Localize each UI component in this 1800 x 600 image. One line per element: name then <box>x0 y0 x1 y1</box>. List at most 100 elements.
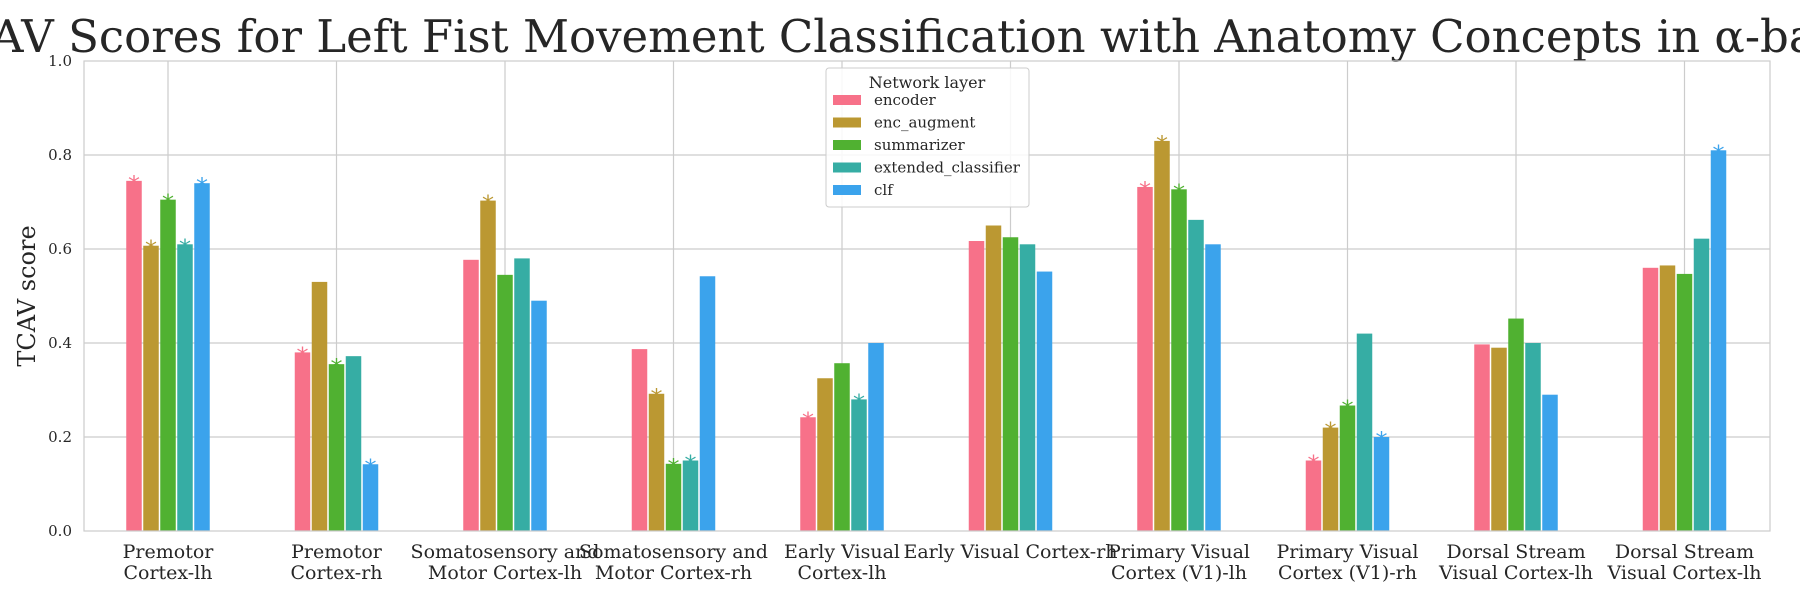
bar-clf <box>1205 244 1221 532</box>
x-tick-label: Premotor <box>291 541 383 563</box>
bar-encoder <box>631 349 648 531</box>
bar-encoder <box>800 417 816 531</box>
legend-title: Network layer <box>869 73 986 92</box>
significance-marker: * <box>853 389 865 417</box>
bar-extended_classifier <box>1356 333 1373 531</box>
x-tick-label: Motor Cortex-rh <box>595 562 752 584</box>
bar-clf <box>1542 394 1558 531</box>
legend-swatch-clf <box>833 185 861 195</box>
significance-marker: * <box>651 384 663 412</box>
significance-marker: * <box>1308 451 1320 479</box>
significance-markers: ****** ***** *********** <box>128 131 1725 482</box>
x-tick-label: Cortex (V1)-lh <box>1111 562 1247 584</box>
significance-marker: * <box>365 454 377 482</box>
bar-extended_classifier <box>1693 238 1710 531</box>
bar-extended_classifier <box>345 356 362 531</box>
y-tick-label: 0.6 <box>48 240 72 258</box>
bar-summarizer <box>1171 189 1187 531</box>
significance-marker: * <box>331 354 343 382</box>
legend-swatch-encoder <box>833 95 861 105</box>
plot-frame <box>83 60 1771 532</box>
bar-clf <box>1373 437 1390 531</box>
x-tick-label: Cortex-lh <box>797 562 886 584</box>
x-tick-label: Visual Cortex-lh <box>1607 562 1762 584</box>
legend-label-clf: clf <box>874 181 894 199</box>
x-tick-label: Dorsal Stream <box>1446 541 1585 563</box>
bar-enc_augment <box>1322 427 1339 531</box>
y-tick-label: 1.0 <box>48 52 72 70</box>
bar-summarizer <box>328 364 345 531</box>
bar-clf <box>531 300 547 531</box>
legend-swatch-summarizer <box>833 140 861 150</box>
bar-enc_augment <box>1154 140 1170 531</box>
bar-encoder <box>294 352 311 531</box>
x-tick-label: Somatosensory and <box>579 541 768 563</box>
bar-clf <box>1036 271 1053 531</box>
significance-marker: * <box>1173 179 1185 207</box>
significance-marker: * <box>668 454 680 482</box>
bar-enc_augment <box>480 200 496 531</box>
legend-swatch-enc_augment <box>833 117 861 128</box>
bar-summarizer <box>665 463 682 531</box>
bars <box>126 140 1727 532</box>
significance-marker: * <box>196 173 208 201</box>
x-axis-ticks: PremotorCortex-lhPremotorCortex-rhSomato… <box>123 541 1762 584</box>
bar-summarizer <box>834 363 850 531</box>
bar-extended_classifier <box>1019 244 1036 532</box>
bar-summarizer <box>160 199 176 531</box>
y-axis-ticks: 0.0 0.2 0.4 0.6 0.8 1.0 <box>48 52 72 540</box>
bar-summarizer <box>1339 405 1356 531</box>
significance-marker: * <box>179 234 191 262</box>
bar-encoder <box>1305 460 1322 531</box>
legend-box <box>825 67 1030 208</box>
bar-clf <box>194 183 210 531</box>
bar-enc_augment <box>985 225 1002 531</box>
y-tick-label: 0.4 <box>48 334 72 352</box>
y-tick-label: 0.8 <box>48 146 72 164</box>
bar-encoder <box>968 241 985 531</box>
significance-marker: * <box>1713 140 1725 168</box>
significance-marker: * <box>297 342 309 370</box>
bar-clf <box>868 343 884 531</box>
x-tick-label: Cortex-lh <box>123 562 212 584</box>
x-tick-label: Premotor <box>123 541 215 563</box>
bar-summarizer <box>1676 273 1693 531</box>
bar-enc_augment <box>817 378 833 531</box>
significance-marker: * <box>128 171 140 199</box>
x-tick-label: Early Visual <box>784 541 900 563</box>
bar-enc_augment <box>1491 347 1507 531</box>
x-tick-label: Primary Visual <box>1108 541 1250 563</box>
bar-extended_classifier <box>682 460 699 531</box>
x-tick-label: Motor Cortex-lh <box>428 562 582 584</box>
significance-marker: * <box>685 451 697 479</box>
significance-marker: * <box>1325 418 1337 446</box>
bar-clf <box>1710 150 1727 532</box>
significance-marker: * <box>1376 427 1388 455</box>
x-tick-label: Cortex-rh <box>290 562 382 584</box>
significance-marker: * <box>1156 131 1168 159</box>
significance-marker: * <box>1139 177 1151 205</box>
bar-summarizer <box>1508 318 1524 531</box>
bar-extended_classifier <box>1525 343 1541 531</box>
x-tick-label: Cortex (V1)-rh <box>1278 562 1417 584</box>
legend-swatch-extended_classifier <box>833 162 861 173</box>
bar-extended_classifier <box>851 399 867 531</box>
bar-encoder <box>1137 186 1153 531</box>
legend: Network layer encoder enc_augment summariz… <box>825 67 1030 208</box>
bar-extended_classifier <box>177 244 193 532</box>
bar-extended_classifier <box>1188 219 1204 532</box>
bar-enc_augment <box>311 281 328 531</box>
x-tick-label: Somatosensory and <box>411 541 600 563</box>
bar-enc_augment <box>143 245 159 531</box>
chart-title: TCAV Scores for Left Fist Movement Class… <box>0 10 1800 63</box>
bar-clf <box>699 276 716 531</box>
x-tick-label: Dorsal Stream <box>1615 541 1754 563</box>
legend-label-summarizer: summarizer <box>874 136 965 154</box>
bar-summarizer <box>1002 237 1019 531</box>
x-tick-label: Early Visual Cortex-rh <box>903 541 1117 563</box>
y-tick-label: 0.2 <box>48 428 72 446</box>
bar-encoder <box>1474 344 1490 531</box>
bar-extended_classifier <box>514 258 530 531</box>
significance-marker: * <box>145 236 157 264</box>
